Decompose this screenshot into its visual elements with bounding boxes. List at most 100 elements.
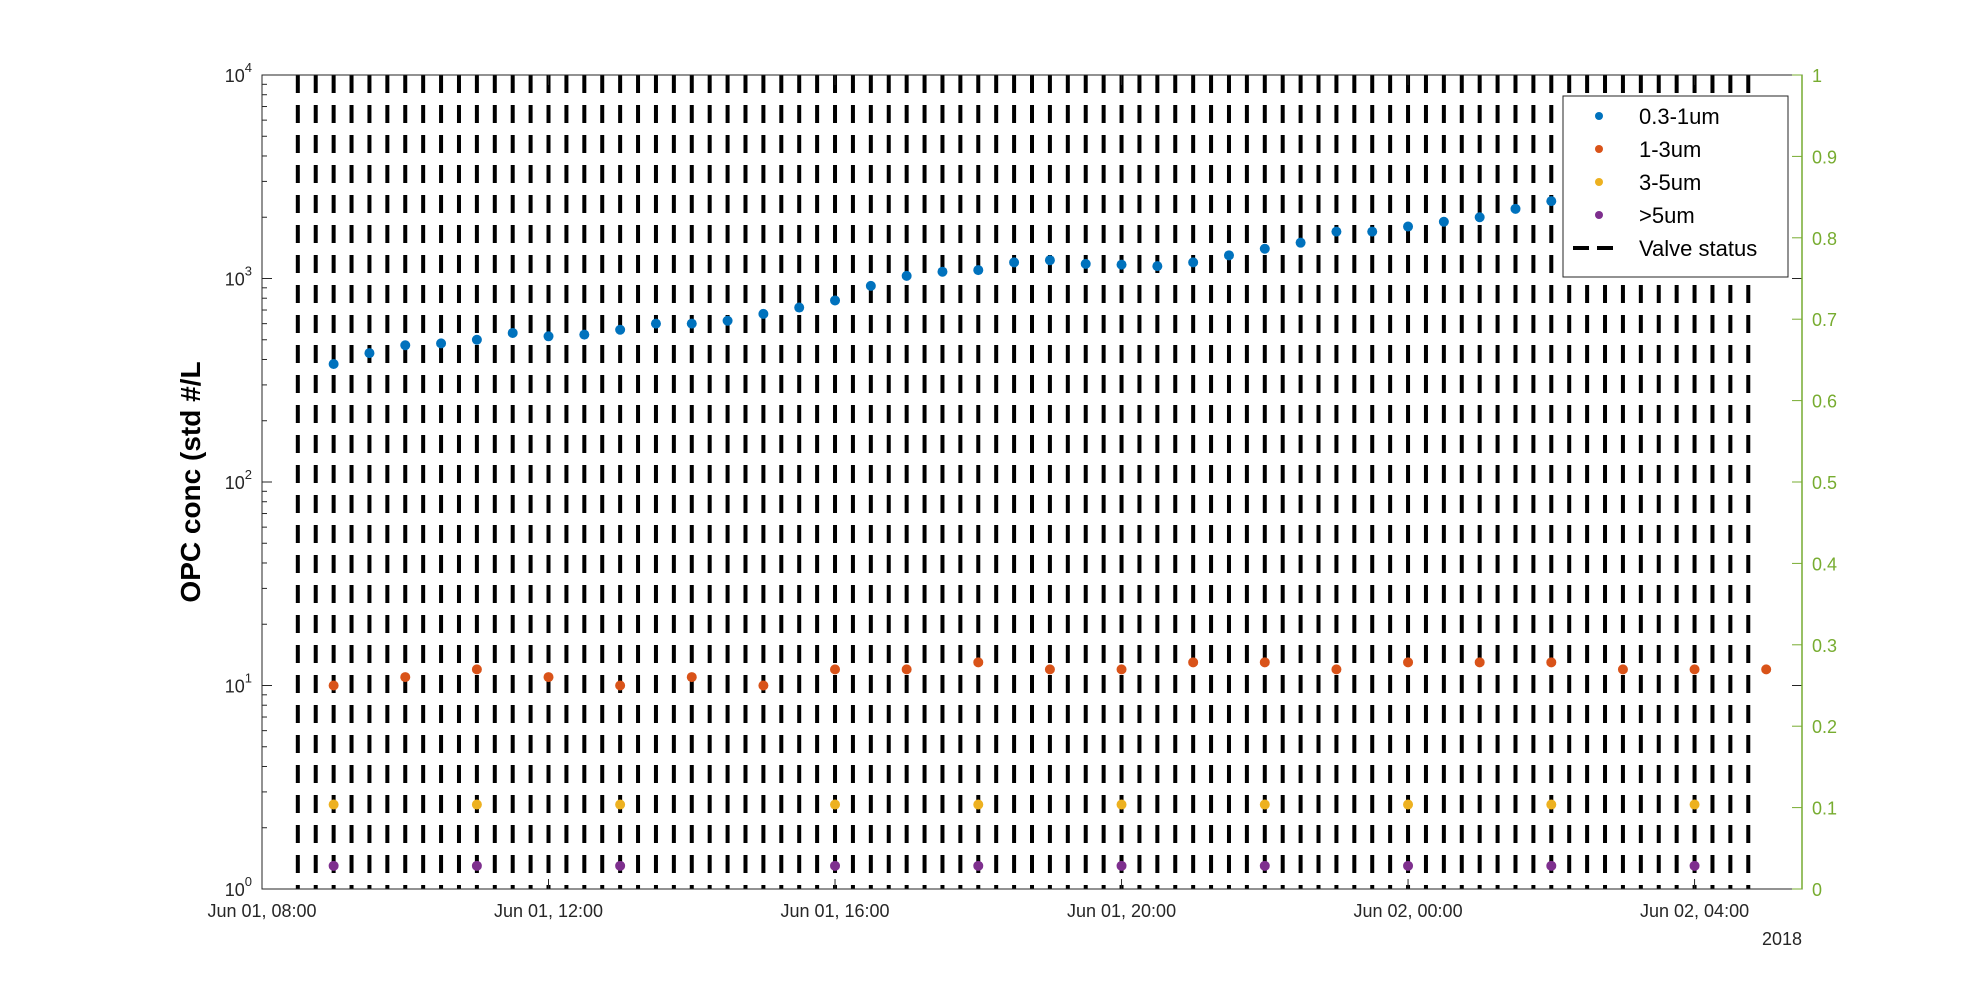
y2-tick-label: 0.2 <box>1812 717 1837 737</box>
y-tick-exponent: 3 <box>245 264 252 279</box>
legend: 0.3-1um 1-3um 3-5um >5um Valve status <box>1562 95 1789 278</box>
data-point <box>1188 657 1199 668</box>
y2-tick-label: 0.1 <box>1812 799 1837 819</box>
data-point <box>579 329 590 340</box>
data-point <box>328 799 339 810</box>
data-point <box>1689 799 1700 810</box>
legend-entry-label: 3-5um <box>1639 170 1701 195</box>
x-axis-year-label: 2018 <box>1762 929 1802 949</box>
data-point <box>543 672 554 683</box>
data-point <box>973 860 984 871</box>
data-point <box>1188 257 1199 268</box>
data-point <box>1295 237 1306 248</box>
data-point <box>686 672 697 683</box>
data-point <box>794 302 805 313</box>
legend-dot-marker <box>1595 112 1603 120</box>
legend-dot-marker <box>1595 211 1603 219</box>
data-point <box>507 327 518 338</box>
data-point <box>1152 261 1163 272</box>
data-point <box>1474 657 1485 668</box>
data-point <box>937 266 948 277</box>
data-point <box>1223 250 1234 261</box>
data-point <box>1009 257 1020 268</box>
data-point <box>1403 221 1414 232</box>
data-point <box>1546 657 1557 668</box>
data-point <box>686 318 697 329</box>
data-point <box>471 799 482 810</box>
y2-tick-label: 0.5 <box>1812 473 1837 493</box>
y-tick-exponent: 1 <box>245 671 252 686</box>
data-point <box>1331 226 1342 237</box>
legend-dot-marker <box>1595 145 1603 153</box>
data-point <box>1259 860 1270 871</box>
x-tick-label: Jun 01, 12:00 <box>494 901 603 921</box>
y-tick-exponent: 4 <box>245 60 252 75</box>
y2-tick-label: 0.4 <box>1812 554 1837 574</box>
data-point <box>328 359 339 370</box>
data-point <box>543 331 554 342</box>
data-point <box>1546 196 1557 207</box>
data-point <box>722 315 733 326</box>
data-point <box>1510 203 1521 214</box>
data-point <box>1259 243 1270 254</box>
data-point <box>1080 258 1091 269</box>
data-point <box>901 664 912 675</box>
data-point <box>1546 860 1557 871</box>
data-point <box>1116 259 1127 270</box>
data-point <box>973 265 984 276</box>
data-point <box>615 680 626 691</box>
data-point <box>1546 799 1557 810</box>
y2-tick-label: 0.6 <box>1812 392 1837 412</box>
data-point <box>1474 212 1485 223</box>
data-point <box>1044 664 1055 675</box>
y-tick-exponent: 2 <box>245 467 252 482</box>
x-tick-label: Jun 02, 00:00 <box>1353 901 1462 921</box>
data-point <box>1403 657 1414 668</box>
data-point <box>830 799 841 810</box>
data-point <box>471 664 482 675</box>
data-point <box>758 680 769 691</box>
x-tick-label: Jun 01, 08:00 <box>207 901 316 921</box>
data-point <box>1403 860 1414 871</box>
data-point <box>758 308 769 319</box>
data-point <box>830 295 841 306</box>
data-point <box>1044 255 1055 266</box>
data-point <box>650 318 661 329</box>
data-point <box>615 799 626 810</box>
data-point <box>615 324 626 335</box>
data-point <box>1259 657 1270 668</box>
x-axis: Jun 01, 08:00 Jun 01, 12:00 Jun 01, 16:00 J… <box>207 75 1749 921</box>
legend-dot-marker <box>1595 178 1603 186</box>
data-point <box>830 664 841 675</box>
data-point <box>1403 799 1414 810</box>
y2-tick-label: 0.7 <box>1812 310 1837 330</box>
data-point <box>973 799 984 810</box>
data-point <box>400 672 411 683</box>
y-axis-label: OPC conc (std #/L <box>175 361 206 602</box>
y2-tick-label: 0.9 <box>1812 147 1837 167</box>
x-tick-label: Jun 01, 16:00 <box>780 901 889 921</box>
data-point <box>1689 664 1700 675</box>
legend-entry-label: 0.3-1um <box>1639 104 1720 129</box>
data-point <box>1689 860 1700 871</box>
data-point <box>615 860 626 871</box>
data-point <box>1259 799 1270 810</box>
y-tick-exponent: 0 <box>245 874 252 889</box>
x-tick-label: Jun 01, 20:00 <box>1067 901 1176 921</box>
x-tick-label: Jun 02, 04:00 <box>1640 901 1749 921</box>
data-point <box>865 280 876 291</box>
data-point <box>328 680 339 691</box>
data-point <box>1331 664 1342 675</box>
data-point <box>400 340 411 351</box>
data-point <box>1116 664 1127 675</box>
data-point <box>1367 226 1378 237</box>
data-point <box>471 860 482 871</box>
data-point <box>364 348 375 359</box>
data-point <box>1116 860 1127 871</box>
y-axis-right: 0 0.1 0.2 0.3 0.4 0.5 0.6 0.7 0.8 0.9 1 <box>1792 66 1837 900</box>
legend-entry-label: Valve status <box>1639 236 1757 261</box>
data-point <box>1438 216 1449 227</box>
y2-tick-label: 1 <box>1812 66 1822 86</box>
legend-entry-label: 1-3um <box>1639 137 1701 162</box>
